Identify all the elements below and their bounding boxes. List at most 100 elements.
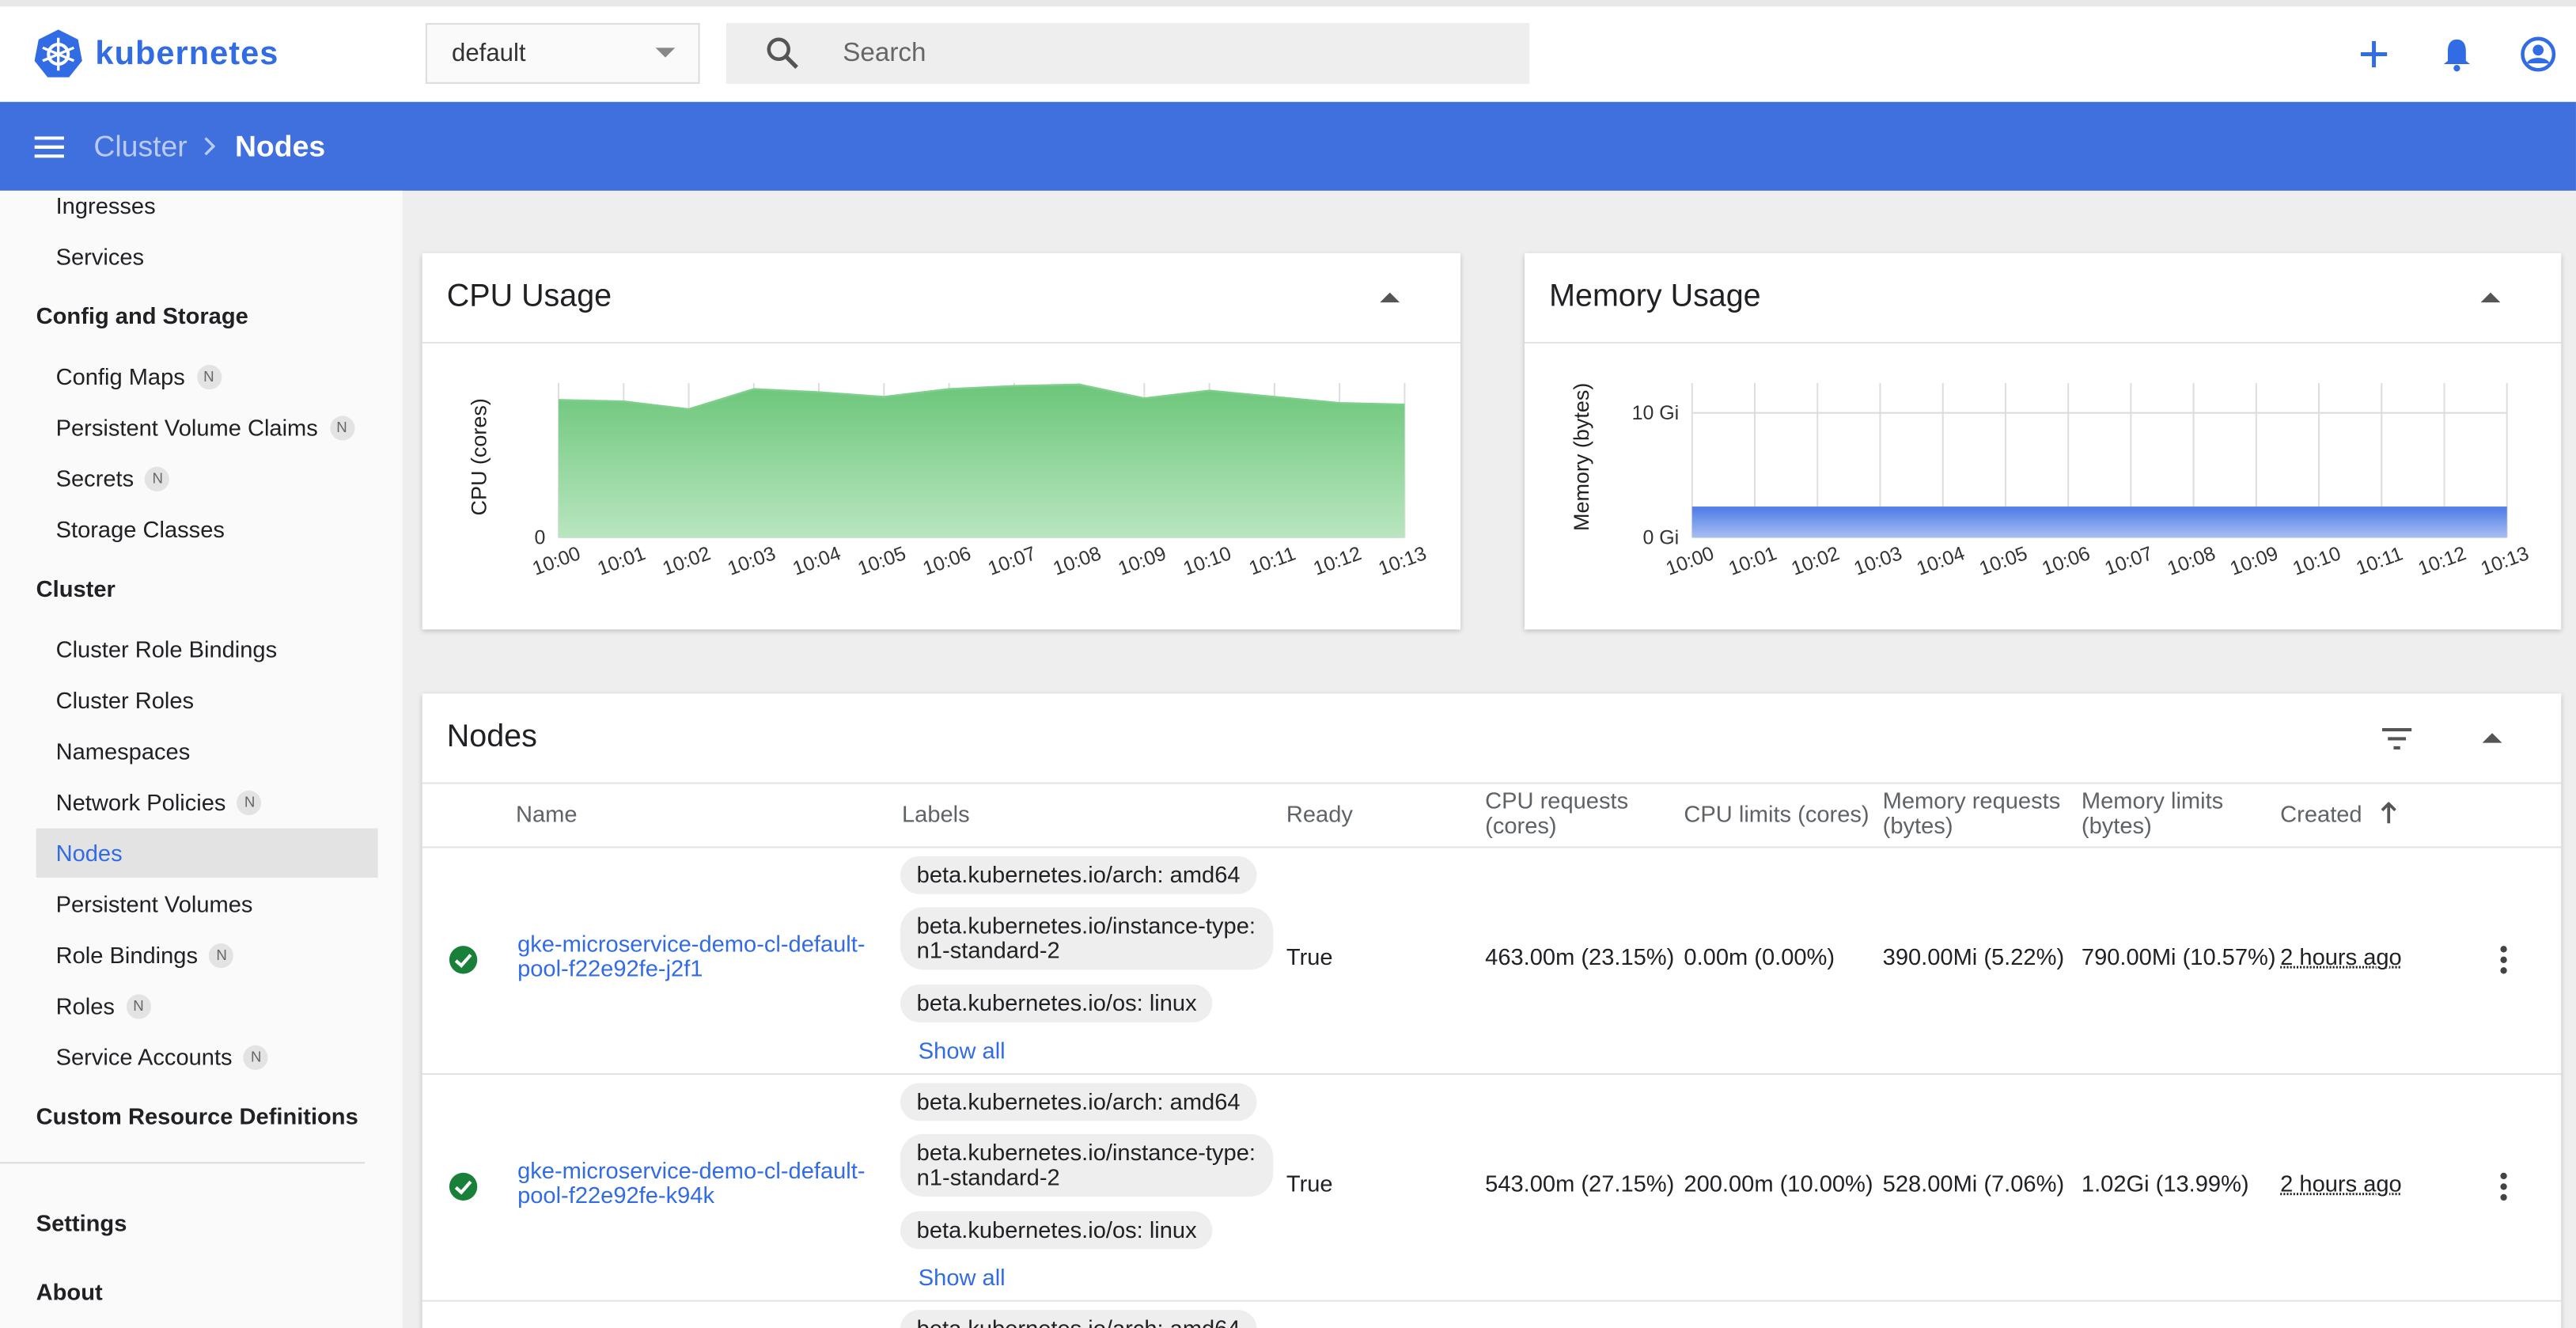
created-time: 2 hours ago [2280, 943, 2402, 970]
kubernetes-logo[interactable] [33, 28, 84, 78]
status-ready-icon [449, 946, 478, 974]
row-menu-button[interactable] [2498, 945, 2508, 974]
label-chip: beta.kubernetes.io/arch: amd64 [900, 856, 1257, 894]
nav-item[interactable]: Persistent Volume Claims N [56, 408, 354, 447]
cell-memory-requests: 528.00Mi (7.06%) [1882, 1170, 2065, 1197]
column-header: Ready [1286, 799, 1353, 826]
card-divider [422, 782, 2562, 784]
sort-indicator[interactable] [2381, 802, 2397, 824]
filter-button[interactable] [2381, 727, 2412, 749]
row-divider [422, 1300, 2562, 1302]
nav-heading[interactable]: Custom Resource Definitions [36, 1096, 358, 1136]
cell-cpu-requests: 543.00m (27.15%) [1485, 1170, 1675, 1197]
nav-item[interactable]: Cluster Roles [56, 681, 194, 720]
nav-label: Services [55, 243, 145, 270]
column-header: Memory requests (bytes) [1882, 787, 2061, 839]
card-title: CPU Usage [446, 279, 612, 314]
column-header: Name [516, 799, 578, 826]
created-time: 2 hours ago [2280, 1170, 2402, 1197]
nav-label: Cluster Roles [55, 687, 195, 714]
namespaced-badge: N [237, 789, 263, 815]
create-button[interactable] [2359, 40, 2388, 69]
nav-item[interactable]: Role Bindings N [56, 935, 234, 975]
nav-item[interactable]: Persistent Volumes [56, 884, 253, 924]
label-chip: beta.kubernetes.io/arch: amd64 [900, 1310, 1257, 1328]
nav-item[interactable]: Nodes [56, 833, 123, 873]
nav-heading[interactable]: About [36, 1278, 103, 1305]
notifications-button[interactable] [2442, 36, 2472, 73]
row-menu-button[interactable] [2498, 1172, 2508, 1201]
nav-item[interactable]: Services [56, 237, 144, 276]
breadcrumb-separator [204, 137, 216, 156]
namespaced-badge: N [329, 415, 354, 440]
nav-item[interactable]: Namespaces [56, 731, 191, 771]
collapse-button[interactable] [2480, 292, 2501, 305]
nav-item[interactable]: Config Maps N [56, 357, 222, 397]
label-chip: beta.kubernetes.io/arch: amd64 [900, 1083, 1257, 1121]
menu-button[interactable] [34, 136, 64, 158]
nav-item[interactable]: Cluster Role Bindings [56, 629, 278, 669]
nav-heading[interactable]: Settings [36, 1209, 127, 1236]
nav-heading[interactable]: Cluster [36, 569, 116, 609]
cell-cpu-limits: 0.00m (0.00%) [1684, 943, 1835, 970]
show-all-link[interactable]: Show all [918, 1037, 1006, 1064]
cell-ready: True [1286, 1170, 1333, 1197]
node-name-link[interactable]: gke-microservice-demo-cl-default-pool-f2… [517, 1156, 866, 1208]
brand[interactable]: kubernetes [95, 35, 279, 72]
cell-memory-limits: 1.02Gi (13.99%) [2081, 1170, 2249, 1197]
nav-label: Network Policies [55, 788, 226, 816]
nav-label: Role Bindings [55, 941, 198, 969]
namespaced-badge: N [244, 1044, 269, 1069]
nav-label: Secrets [55, 465, 134, 491]
show-all-link[interactable]: Show all [918, 1263, 1006, 1291]
breadcrumb-parent[interactable]: Cluster [93, 129, 188, 162]
card-divider [1524, 341, 2562, 344]
active-item-highlight [36, 828, 378, 878]
cell-memory-limits: 790.00Mi (10.57%) [2081, 943, 2276, 970]
nav-label: Persistent Volume Claims [55, 414, 318, 441]
card-title: Nodes [446, 719, 537, 755]
nav-label: Nodes [55, 840, 123, 867]
dropdown-arrow [655, 47, 676, 58]
column-header: CPU requests (cores) [1485, 787, 1629, 839]
memory-card [1524, 252, 2562, 630]
nav-label: Namespaces [55, 738, 191, 765]
cell-cpu-limits: 200.00m (10.00%) [1684, 1170, 1873, 1197]
breadcrumb-current: Nodes [234, 129, 326, 162]
status-ready-icon [449, 1172, 478, 1201]
nav-item[interactable]: Roles N [56, 986, 151, 1026]
node-name-link[interactable]: gke-microservice-demo-cl-default-pool-f2… [517, 930, 866, 981]
nav-label: Roles [55, 992, 115, 1019]
nav-label: Cluster Role Bindings [55, 636, 278, 662]
namespaced-badge: N [196, 363, 222, 389]
search-placeholder: Search [843, 38, 926, 67]
nav-label: Service Accounts [55, 1043, 233, 1070]
nav-label: Custom Resource Definitions [36, 1102, 358, 1129]
nav-item[interactable]: Network Policies N [56, 783, 263, 822]
search-box[interactable] [725, 23, 1530, 84]
nav-item[interactable]: Ingresses [56, 186, 156, 226]
label-chip: beta.kubernetes.io/instance-type: n1-sta… [900, 1133, 1274, 1197]
card-title: Memory Usage [1549, 279, 1761, 314]
nav-item[interactable]: Secrets N [56, 458, 170, 498]
nav-label: Cluster [36, 575, 116, 602]
cell-memory-requests: 390.00Mi (5.22%) [1882, 943, 2065, 970]
nav-item[interactable]: Service Accounts N [56, 1037, 269, 1076]
label-chip: beta.kubernetes.io/instance-type: n1-sta… [900, 907, 1274, 970]
collapse-button[interactable] [1380, 292, 1400, 305]
account-button[interactable] [2520, 36, 2556, 73]
collapse-button[interactable] [2482, 733, 2502, 745]
sidebar-divider [0, 1162, 365, 1164]
column-header: Labels [901, 799, 970, 826]
label-chip: beta.kubernetes.io/os: linux [900, 984, 1214, 1023]
nav-label: Config and Storage [36, 302, 248, 329]
namespaced-badge: N [145, 465, 170, 491]
nav-item[interactable]: Storage Classes [56, 510, 225, 549]
namespace-select[interactable] [425, 23, 700, 84]
row-divider [422, 1073, 2562, 1076]
nodes-card [422, 693, 2562, 1328]
nav-heading[interactable]: Config and Storage [36, 296, 248, 336]
nav-label: Config Maps [55, 362, 185, 390]
